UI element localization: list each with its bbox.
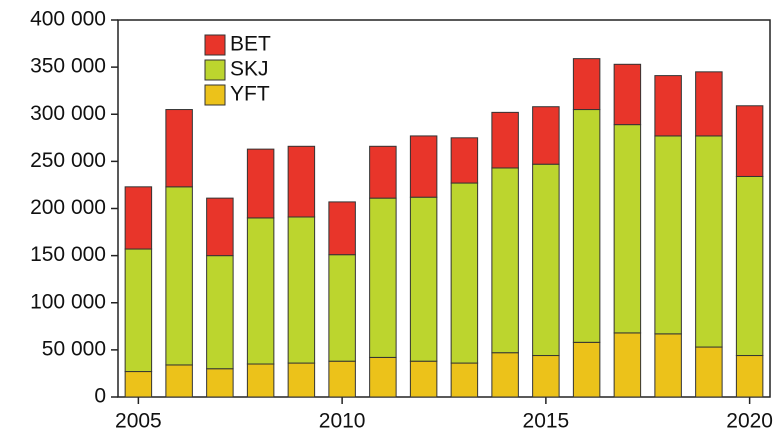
bar-segment <box>491 167 519 354</box>
y-tick-label: 0 <box>94 385 106 408</box>
bar-segment <box>124 371 153 398</box>
bar-segment <box>532 106 560 165</box>
bar-segment <box>124 248 153 373</box>
y-tick-label: 350 000 <box>30 55 106 78</box>
y-tick-label: 250 000 <box>30 149 106 172</box>
bar-segment <box>409 135 438 198</box>
bar-segment <box>369 197 397 358</box>
bar-segment <box>572 109 601 343</box>
y-tick-label: 150 000 <box>30 243 106 266</box>
y-tick-label: 300 000 <box>30 102 106 125</box>
x-tick-label: 2015 <box>523 410 570 433</box>
bar-segment <box>695 346 723 398</box>
bar-segment <box>124 186 153 250</box>
x-tick-label: 2020 <box>726 410 773 433</box>
bar-segment <box>165 186 193 366</box>
bar-segment <box>287 145 316 218</box>
bar-segment <box>450 362 479 398</box>
bar-segment <box>165 109 193 188</box>
bar-segment <box>695 71 723 137</box>
bar-segment <box>735 175 764 357</box>
bar-segment <box>287 362 316 398</box>
bar-segment <box>491 352 519 398</box>
bar-segment <box>328 360 356 398</box>
bar-segment <box>328 254 356 362</box>
legend-label: YFT <box>230 83 270 106</box>
y-tick-label: 200 000 <box>30 196 106 219</box>
bar-segment <box>735 355 764 398</box>
bar-segment <box>613 332 642 398</box>
bar-segment <box>369 145 397 199</box>
bar-segment <box>246 217 275 365</box>
bar-segment <box>654 75 682 137</box>
bar-segment <box>572 58 601 111</box>
bar-segment <box>450 182 479 364</box>
bar-segment <box>450 137 479 184</box>
bar-segment <box>165 364 193 398</box>
bar-segment <box>695 135 723 348</box>
legend-swatch <box>204 34 226 56</box>
bar-segment <box>409 196 438 362</box>
bar-segment <box>409 360 438 398</box>
legend-label: SKJ <box>230 58 269 81</box>
bar-segment <box>287 216 316 364</box>
bar-segment <box>206 368 234 398</box>
bar-segment <box>532 163 560 357</box>
bar-segment <box>735 105 764 177</box>
y-tick-label: 400 000 <box>30 8 106 31</box>
x-tick-label: 2010 <box>319 410 366 433</box>
y-tick-label: 50 000 <box>42 337 106 360</box>
bar-segment <box>532 355 560 398</box>
bar-segment <box>246 148 275 219</box>
bar-segment <box>572 341 601 398</box>
legend-label: BET <box>230 33 271 56</box>
bar-segment <box>491 111 519 169</box>
x-tick-label: 2005 <box>115 410 162 433</box>
bar-segment <box>613 63 642 126</box>
bar-segment <box>206 197 234 257</box>
bar-segment <box>206 255 234 370</box>
bar-segment <box>654 333 682 398</box>
bar-segment <box>246 363 275 398</box>
legend-swatch <box>204 84 226 106</box>
bar-segment <box>369 356 397 398</box>
legend-swatch <box>204 59 226 81</box>
bar-segment <box>328 201 356 256</box>
bar-segment <box>654 135 682 335</box>
bar-segment <box>613 124 642 334</box>
y-tick-label: 100 000 <box>30 290 106 313</box>
